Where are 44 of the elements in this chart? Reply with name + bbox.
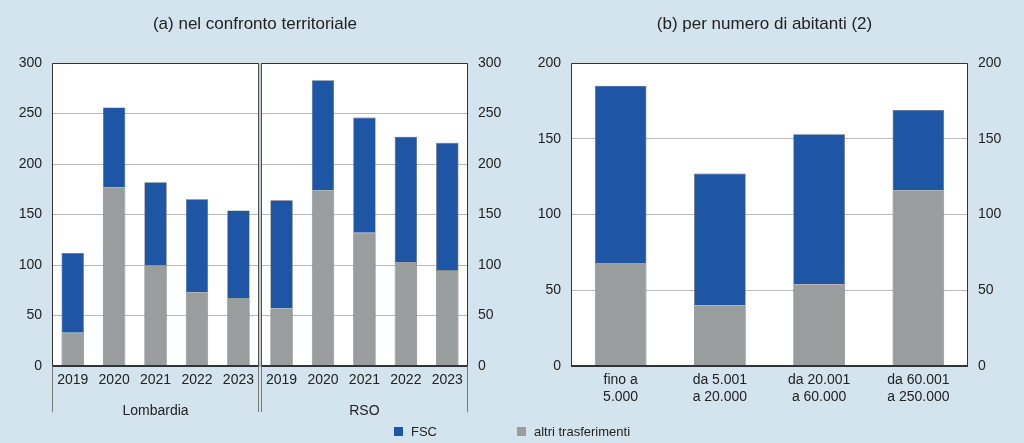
y2-tick-label: 50 [478,306,494,323]
x-axis-title: Lombardia [122,402,189,419]
x-tick-label: 2020 [98,371,130,388]
x-tick-label: da 5.001 a 20.000 [692,371,748,405]
y2-tick-label: 50 [978,281,994,298]
x-tick-label: fino a 5.000 [603,371,639,405]
y2-tick-label: 200 [978,53,1002,70]
y2-tick-label: 100 [978,205,1002,222]
x-tick-label: 2019 [265,371,298,388]
y-tick-label: 150 [537,129,562,146]
x-tick-label: 2019 [57,371,89,388]
y-tick-label: 300 [18,53,43,70]
x-tick-label: da 20.001 a 60.000 [787,371,851,405]
chart-title: (b) per numero di abitanti (2) [655,14,874,34]
y2-tick-label: 150 [978,129,1002,146]
y-tick-label: 50 [26,306,43,323]
y-tick-label: 50 [545,281,562,298]
x-tick-label: 2020 [307,371,339,388]
x-tick-label: 2021 [348,371,381,388]
legend-label: FSC [410,424,437,439]
y-tick-label: 100 [537,205,562,222]
y2-tick-label: 150 [478,205,502,222]
legend-label: altri trasferimenti [533,424,631,439]
y-tick-label: 100 [18,255,43,272]
x-tick-label: 2022 [390,371,422,388]
chart-title: (a) nel confronto territoriale [151,14,359,34]
x-tick-label: 2023 [431,371,464,388]
y2-tick-label: 100 [478,255,502,272]
y-tick-label: 0 [34,356,43,373]
x-tick-label: 2023 [222,371,255,388]
x-axis-title: RSO [349,402,380,419]
y2-tick-label: 0 [978,356,986,373]
x-tick-label: da 60.001 a 250.000 [887,371,950,405]
y2-tick-label: 300 [478,53,502,70]
x-tick-label: 2022 [181,371,213,388]
y-tick-label: 200 [537,53,562,70]
y2-tick-label: 200 [478,154,502,171]
y2-tick-label: 250 [478,104,502,121]
y-tick-label: 250 [18,104,43,121]
y2-tick-label: 0 [478,356,486,373]
x-tick-label: 2021 [139,371,172,388]
y-tick-label: 0 [553,356,562,373]
y-tick-label: 200 [18,154,43,171]
y-tick-label: 150 [18,205,43,222]
